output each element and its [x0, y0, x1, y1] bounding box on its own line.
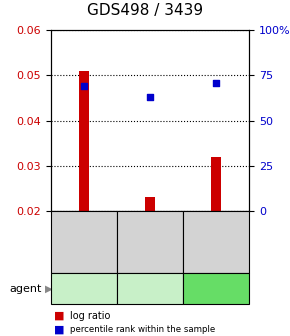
Text: log ratio: log ratio: [70, 311, 110, 321]
Point: [81, 84, 86, 89]
Text: percentile rank within the sample: percentile rank within the sample: [70, 325, 215, 334]
Text: IL4: IL4: [208, 284, 224, 294]
Text: GSM8759: GSM8759: [211, 219, 221, 265]
Point: [214, 80, 219, 85]
Text: agent: agent: [10, 284, 42, 294]
Text: TNFa: TNFa: [136, 284, 164, 294]
Text: ▶: ▶: [45, 284, 53, 294]
Text: ■: ■: [54, 324, 64, 334]
Text: IFNg: IFNg: [71, 284, 96, 294]
Bar: [79, 71, 89, 211]
Text: GDS498 / 3439: GDS498 / 3439: [87, 3, 203, 18]
Text: ■: ■: [54, 311, 64, 321]
Bar: [211, 157, 221, 211]
Bar: [145, 198, 155, 211]
Point: [148, 94, 153, 100]
Text: GSM8749: GSM8749: [79, 219, 89, 265]
Text: GSM8754: GSM8754: [145, 219, 155, 265]
